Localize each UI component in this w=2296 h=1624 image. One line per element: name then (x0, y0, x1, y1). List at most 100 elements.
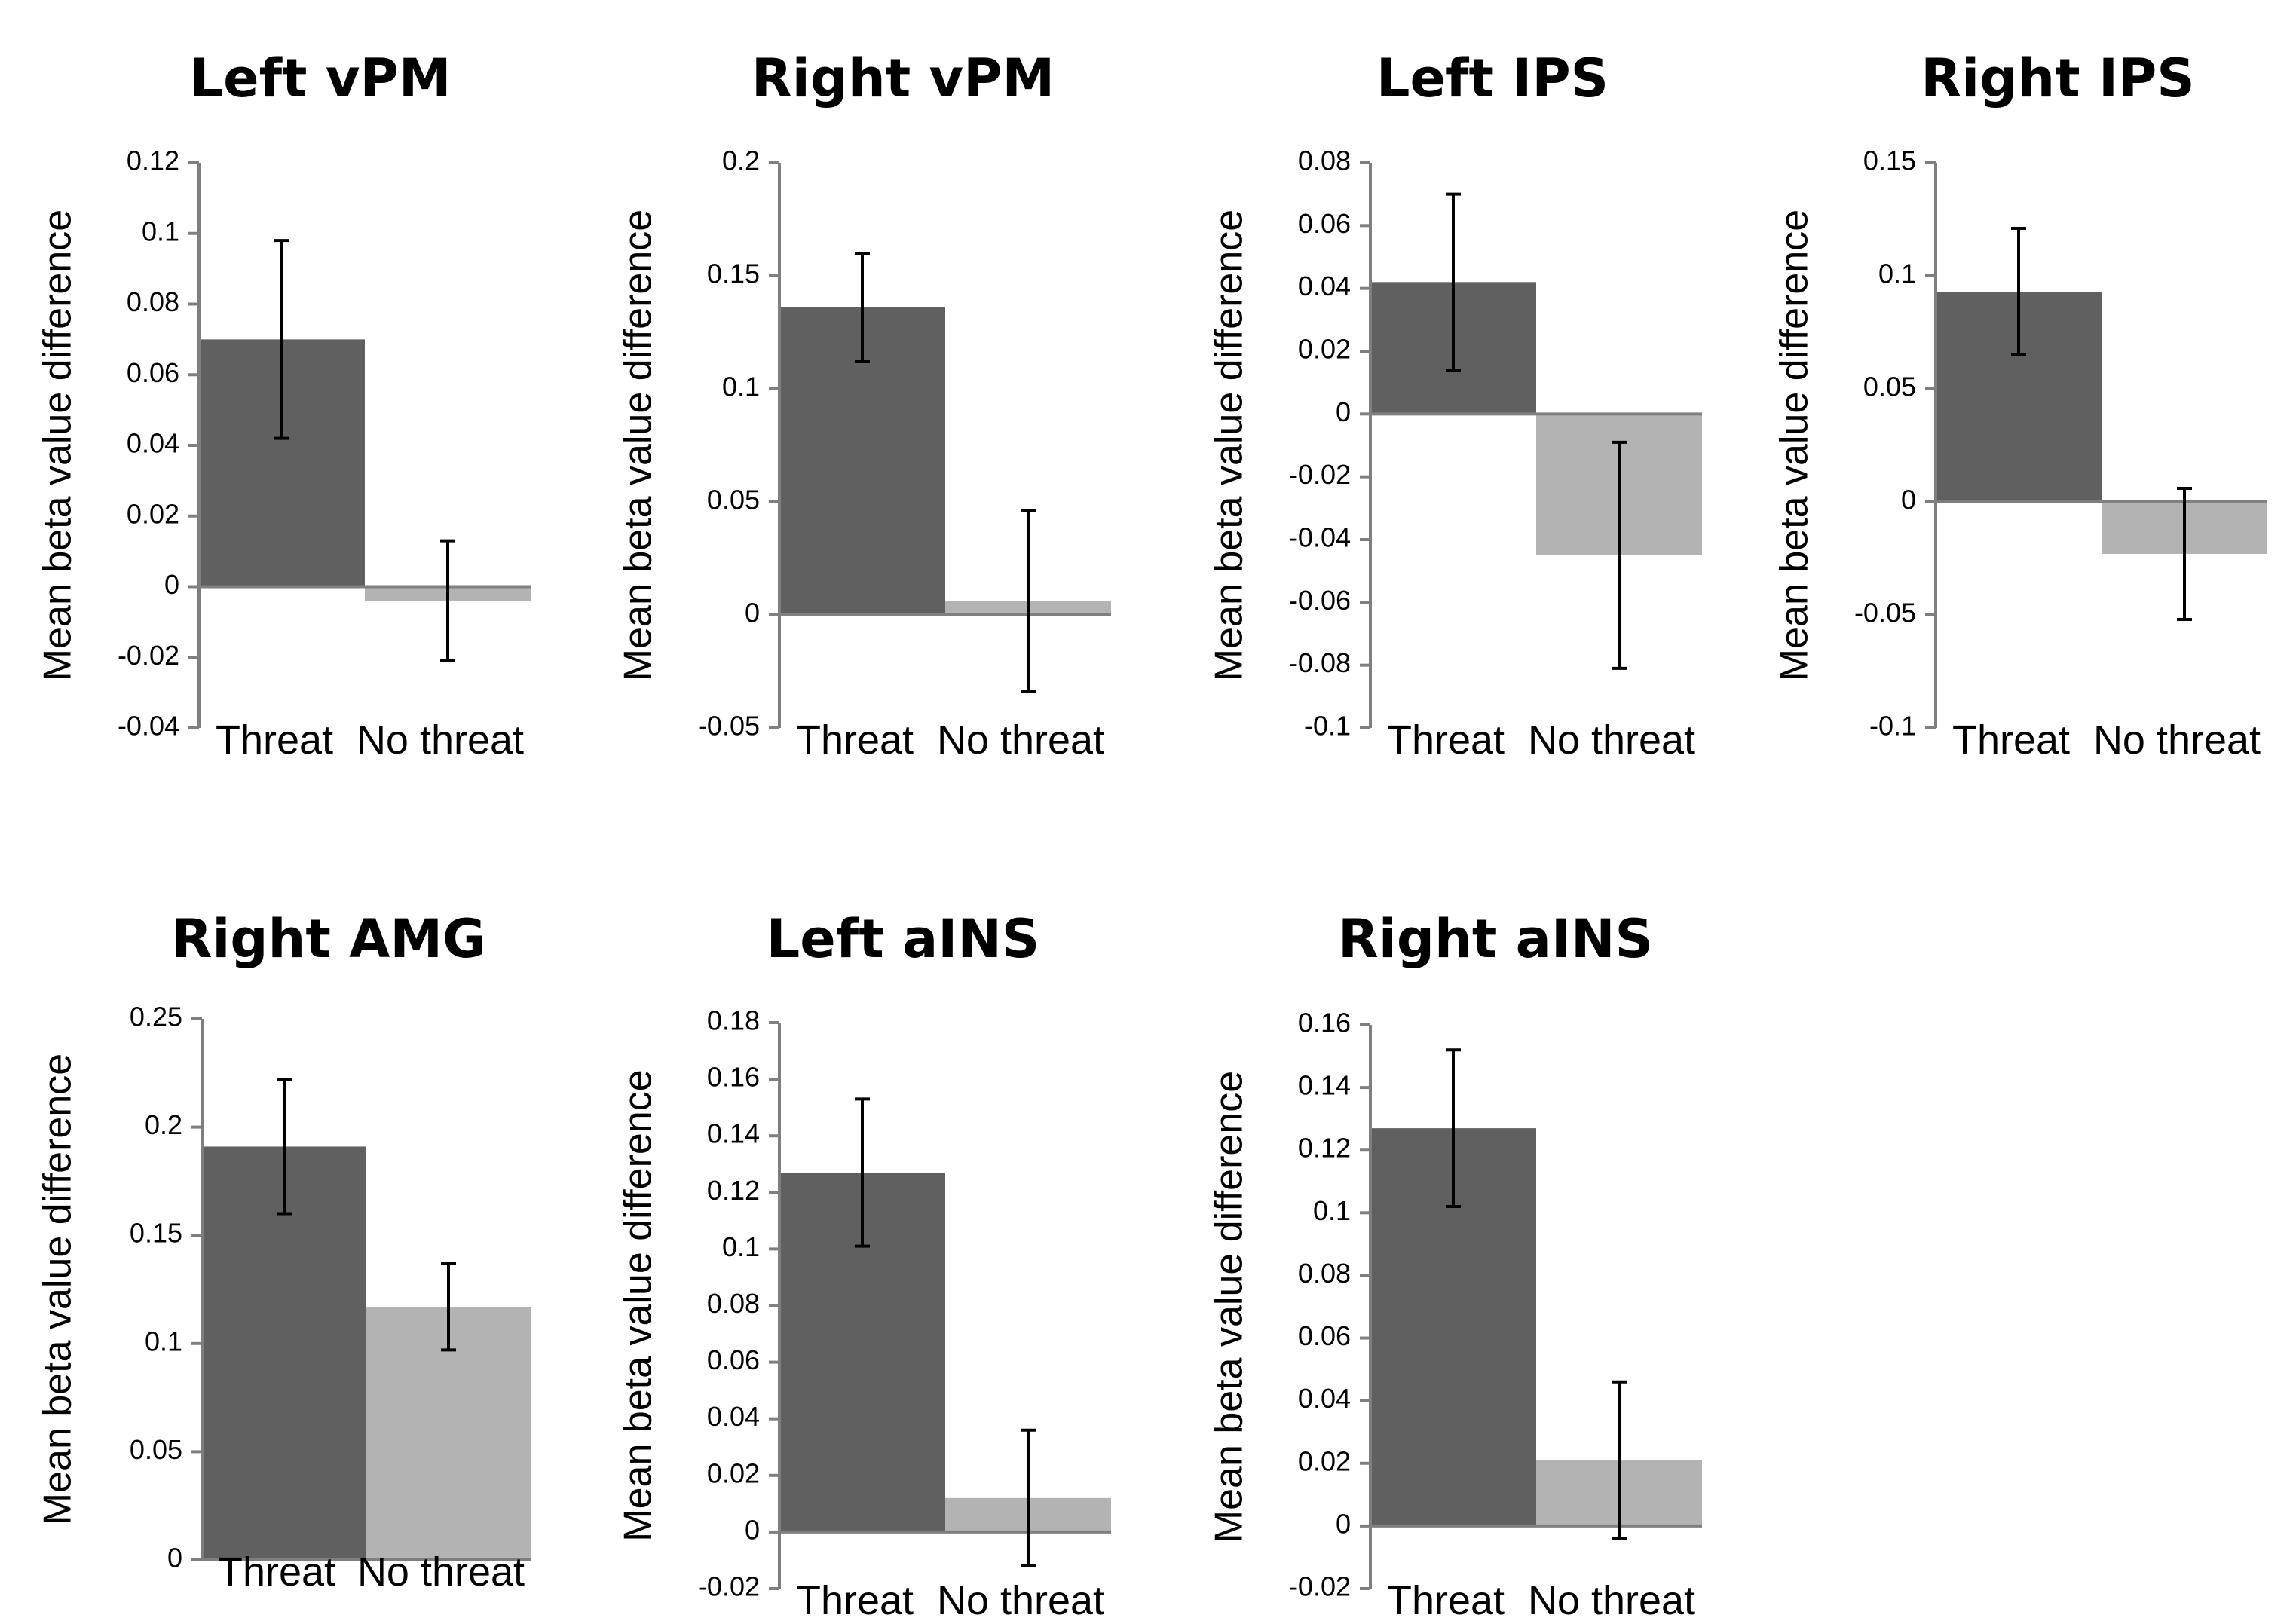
chart-panel: Left aINS Mean beta value difference 0.18 0… (617, 908, 1111, 1623)
y-tick-label: 0.05 (1863, 372, 1916, 402)
y-tick-label: -0.1 (1304, 711, 1351, 742)
error-bar (2177, 487, 2192, 621)
y-tick-label: 0.05 (130, 1434, 182, 1465)
y-tick-label: 0.1 (722, 372, 760, 402)
x-category-label: No threat (1528, 717, 1695, 763)
y-tick-label: 0.04 (127, 428, 179, 459)
error-bar (855, 1097, 870, 1248)
chart-panel: Right AMG Mean beta value difference 0.25 0… (36, 908, 531, 1595)
y-tick-label: 0.08 (127, 286, 179, 317)
y-axis-label: Mean beta value difference (1208, 209, 1251, 681)
error-bar (855, 252, 870, 363)
chart-panel: Left vPM Mean beta value difference 0.12 0.… (36, 47, 531, 763)
y-tick-label: 0.1 (145, 1326, 182, 1356)
chart-panel: Right IPS Mean beta value difference 0.15 0… (1773, 47, 2267, 763)
y-tick-label: 0 (164, 569, 179, 600)
y-tick-label: -0.02 (118, 640, 179, 671)
chart-title: Right IPS (1921, 47, 2194, 109)
y-tick-label: 0 (1336, 396, 1351, 427)
y-tick-label: -0.1 (1869, 711, 1916, 742)
error-bar (1021, 509, 1036, 693)
y-tick-label: 0.06 (127, 357, 179, 388)
y-tick-label: 0.18 (707, 1005, 760, 1036)
y-axis-label: Mean beta value difference (617, 209, 660, 681)
error-bar (277, 1078, 292, 1216)
y-tick-label: -0.04 (1289, 522, 1351, 553)
y-tick-label: 0.16 (707, 1062, 760, 1093)
y-tick-label: 0.16 (1298, 1008, 1351, 1038)
x-category-label: No threat (2093, 717, 2261, 763)
y-tick-label: 0.12 (1298, 1133, 1351, 1164)
y-tick-label: 0.06 (1298, 1320, 1351, 1351)
y-tick-label: 0.15 (1863, 145, 1916, 176)
chart-title: Right aINS (1338, 908, 1653, 970)
error-bar (441, 1262, 456, 1352)
y-tick-label: 0.06 (1298, 208, 1351, 239)
y-tick-label: 0.12 (707, 1175, 760, 1206)
y-tick-label: 0.1 (1878, 258, 1916, 289)
y-tick-label: 0 (1901, 485, 1916, 515)
y-tick-label: 0.08 (1298, 145, 1351, 176)
chart-title: Right AMG (172, 908, 486, 970)
x-category-label: No threat (357, 717, 524, 763)
bar (202, 1146, 366, 1560)
y-axis-label: Mean beta value difference (617, 1069, 660, 1541)
error-bar (1021, 1428, 1036, 1567)
y-tick-label: 0.02 (1298, 334, 1351, 365)
y-tick-label: 0.08 (1298, 1258, 1351, 1289)
y-tick-label: 0.02 (707, 1457, 760, 1488)
y-tick-label: 0 (745, 598, 760, 628)
x-category-label: Threat (216, 717, 333, 763)
y-tick-label: 0.25 (130, 1002, 182, 1032)
x-category-label: Threat (1387, 1578, 1505, 1623)
error-bar (1612, 440, 1627, 670)
y-tick-label: -0.06 (1289, 585, 1351, 616)
y-tick-label: 0.04 (1298, 271, 1351, 301)
y-tick-label: 0.06 (707, 1344, 760, 1375)
y-tick-label: 0 (1336, 1508, 1351, 1539)
error-bar (1446, 1048, 1461, 1209)
x-category-label: No threat (937, 1578, 1104, 1623)
y-tick-label: 0.02 (1298, 1445, 1351, 1476)
error-bar (440, 539, 455, 662)
x-category-label: No threat (937, 717, 1104, 763)
error-bar (274, 239, 289, 440)
y-tick-label: 0 (745, 1514, 760, 1545)
y-tick-label: 0.1 (1313, 1195, 1351, 1226)
error-bar (1612, 1380, 1627, 1540)
chart-panel: Right vPM Mean beta value difference 0.2 0.… (617, 47, 1111, 763)
x-category-label: Threat (1952, 717, 2070, 763)
y-tick-label: -0.02 (1289, 459, 1351, 490)
y-axis-label: Mean beta value difference (1208, 1071, 1251, 1543)
x-category-label: No threat (357, 1549, 525, 1595)
y-axis-label: Mean beta value difference (1773, 209, 1817, 681)
y-tick-label: -0.04 (118, 711, 179, 742)
y-axis-label: Mean beta value difference (36, 209, 80, 681)
chart-panel: Left IPS Mean beta value difference 0.08 0.… (1208, 47, 1702, 763)
chart-title: Left aINS (767, 908, 1040, 970)
chart-title: Left vPM (190, 47, 452, 109)
x-category-label: Threat (218, 1549, 335, 1595)
error-bar (1446, 192, 1461, 372)
y-axis-label: Mean beta value difference (36, 1054, 80, 1525)
x-category-label: Threat (1387, 717, 1505, 763)
x-category-label: No threat (1528, 1578, 1695, 1623)
y-tick-label: -0.05 (698, 711, 760, 742)
y-tick-label: 0.1 (142, 216, 179, 246)
y-tick-label: 0.12 (127, 145, 179, 176)
y-tick-label: 0.15 (707, 258, 760, 289)
y-tick-label: 0.14 (707, 1118, 760, 1149)
y-tick-label: 0.05 (707, 485, 760, 515)
y-tick-label: 0.2 (722, 145, 760, 176)
x-category-label: Threat (796, 1578, 914, 1623)
y-tick-label: 0 (167, 1543, 182, 1574)
y-tick-label: 0.02 (127, 498, 179, 529)
y-tick-label: 0.04 (1298, 1383, 1351, 1414)
y-tick-label: -0.08 (1289, 647, 1351, 678)
error-bar (2011, 227, 2026, 356)
y-tick-label: 0.15 (130, 1218, 182, 1249)
y-tick-label: -0.02 (698, 1571, 760, 1602)
x-category-label: Threat (796, 717, 914, 763)
chart-title: Right vPM (752, 47, 1055, 109)
